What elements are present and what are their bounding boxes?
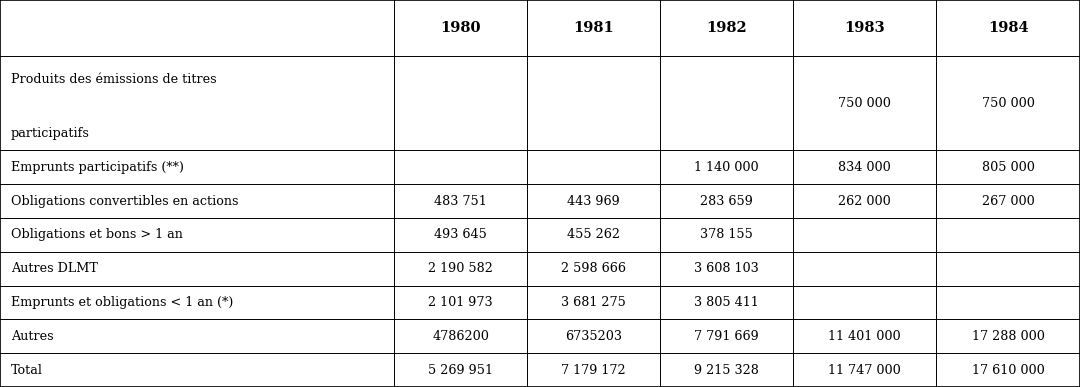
Text: 493 645: 493 645 [434, 228, 487, 241]
Text: Autres: Autres [11, 330, 53, 343]
Text: 6735203: 6735203 [565, 330, 622, 343]
Text: 378 155: 378 155 [700, 228, 753, 241]
Text: 750 000: 750 000 [838, 96, 891, 110]
Text: 443 969: 443 969 [567, 195, 620, 207]
Text: 262 000: 262 000 [838, 195, 891, 207]
Text: 4786200: 4786200 [432, 330, 489, 343]
Text: 455 262: 455 262 [567, 228, 620, 241]
Text: Autres DLMT: Autres DLMT [11, 262, 97, 275]
Text: 7 791 669: 7 791 669 [694, 330, 758, 343]
Text: 483 751: 483 751 [434, 195, 487, 207]
Text: 1983: 1983 [845, 21, 885, 35]
Text: 1 140 000: 1 140 000 [694, 161, 758, 174]
Text: Produits des émissions de titres

participatifs: Produits des émissions de titres partici… [11, 73, 216, 140]
Text: Emprunts et obligations < 1 an (*): Emprunts et obligations < 1 an (*) [11, 296, 233, 309]
Text: 17 610 000: 17 610 000 [972, 364, 1044, 377]
Text: 267 000: 267 000 [982, 195, 1035, 207]
Text: 3 805 411: 3 805 411 [694, 296, 758, 309]
Text: Obligations convertibles en actions: Obligations convertibles en actions [11, 195, 239, 207]
Text: 3 681 275: 3 681 275 [561, 296, 626, 309]
Text: 5 269 951: 5 269 951 [428, 364, 494, 377]
Text: 7 179 172: 7 179 172 [562, 364, 625, 377]
Text: 834 000: 834 000 [838, 161, 891, 174]
Text: Emprunts participatifs (**): Emprunts participatifs (**) [11, 161, 184, 174]
Text: 3 608 103: 3 608 103 [694, 262, 758, 275]
Text: 2 598 666: 2 598 666 [561, 262, 626, 275]
Text: 9 215 328: 9 215 328 [693, 364, 759, 377]
Text: 1981: 1981 [573, 21, 613, 35]
Text: 11 401 000: 11 401 000 [828, 330, 901, 343]
Text: 283 659: 283 659 [700, 195, 753, 207]
Text: 1980: 1980 [441, 21, 481, 35]
Text: Total: Total [11, 364, 43, 377]
Text: 2 190 582: 2 190 582 [428, 262, 494, 275]
Text: 805 000: 805 000 [982, 161, 1035, 174]
Text: 1984: 1984 [988, 21, 1028, 35]
Text: 17 288 000: 17 288 000 [972, 330, 1044, 343]
Text: 1982: 1982 [706, 21, 746, 35]
Text: 750 000: 750 000 [982, 96, 1035, 110]
Text: 2 101 973: 2 101 973 [429, 296, 492, 309]
Text: 11 747 000: 11 747 000 [828, 364, 901, 377]
Text: Obligations et bons > 1 an: Obligations et bons > 1 an [11, 228, 183, 241]
